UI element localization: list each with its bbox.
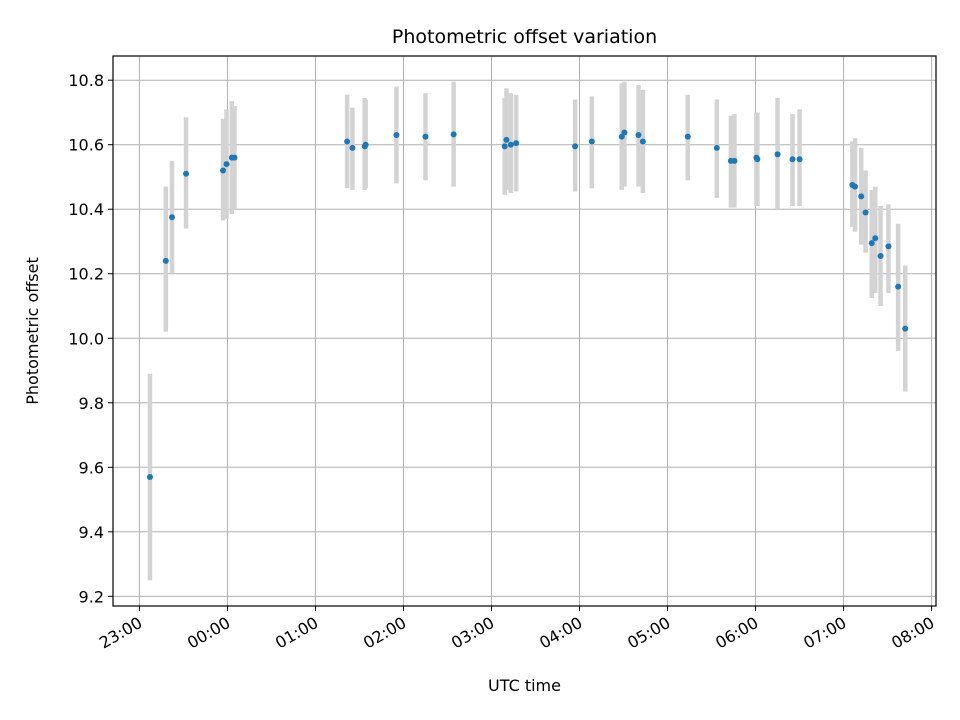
- data-point: [503, 136, 510, 143]
- data-point: [450, 131, 457, 138]
- data-point: [868, 240, 875, 247]
- data-point: [731, 157, 738, 164]
- y-axis-ticks: 9.2 9.4 9.6 9.8 10.0 10.2 10.4 10.6 10.8: [68, 71, 113, 606]
- data-point: [877, 253, 884, 259]
- data-point: [789, 156, 796, 163]
- y-tick-label: 10.4: [68, 200, 104, 219]
- data-point: [572, 143, 579, 150]
- data-point: [513, 140, 520, 147]
- data-point: [774, 151, 781, 158]
- y-tick-label: 10.0: [68, 329, 104, 348]
- data-point: [146, 473, 153, 480]
- data-point: [754, 156, 761, 163]
- data-point: [223, 161, 230, 168]
- data-point: [684, 133, 691, 140]
- plot-frame: [112, 55, 937, 607]
- data-point: [362, 141, 369, 148]
- data-point: [862, 209, 869, 216]
- y-tick-label: 10.6: [68, 136, 104, 155]
- data-point: [231, 154, 238, 161]
- chart-title: Photometric offset variation: [392, 26, 657, 48]
- data-point: [885, 243, 892, 250]
- data-point: [895, 283, 902, 290]
- data-point: [639, 138, 646, 145]
- data-point: [183, 170, 190, 177]
- y-tick-label: 9.2: [79, 587, 104, 606]
- data-point: [349, 144, 356, 151]
- y-tick-label: 9.4: [79, 523, 104, 542]
- y-axis-title: Photometric offset: [23, 257, 42, 405]
- data-point: [168, 214, 175, 221]
- data-point: [588, 138, 595, 145]
- data-point: [796, 156, 803, 163]
- data-point: [858, 193, 865, 200]
- data-point: [621, 129, 628, 136]
- data-points: [146, 129, 909, 480]
- data-point: [344, 138, 351, 145]
- data-point: [162, 257, 169, 264]
- y-tick-label: 10.8: [68, 71, 104, 90]
- data-point: [220, 167, 227, 174]
- data-point: [635, 132, 642, 139]
- data-point: [501, 143, 508, 150]
- data-point: [713, 144, 720, 151]
- x-axis-title: UTC time: [488, 676, 561, 695]
- data-point: [507, 141, 514, 148]
- data-point: [902, 325, 909, 332]
- data-point: [872, 235, 879, 242]
- y-tick-label: 9.8: [79, 394, 104, 413]
- data-point: [852, 183, 859, 190]
- y-tick-label: 9.6: [79, 458, 104, 477]
- data-point: [422, 133, 429, 140]
- data-point: [393, 132, 400, 139]
- y-tick-label: 10.2: [68, 265, 104, 284]
- grid: [113, 56, 936, 606]
